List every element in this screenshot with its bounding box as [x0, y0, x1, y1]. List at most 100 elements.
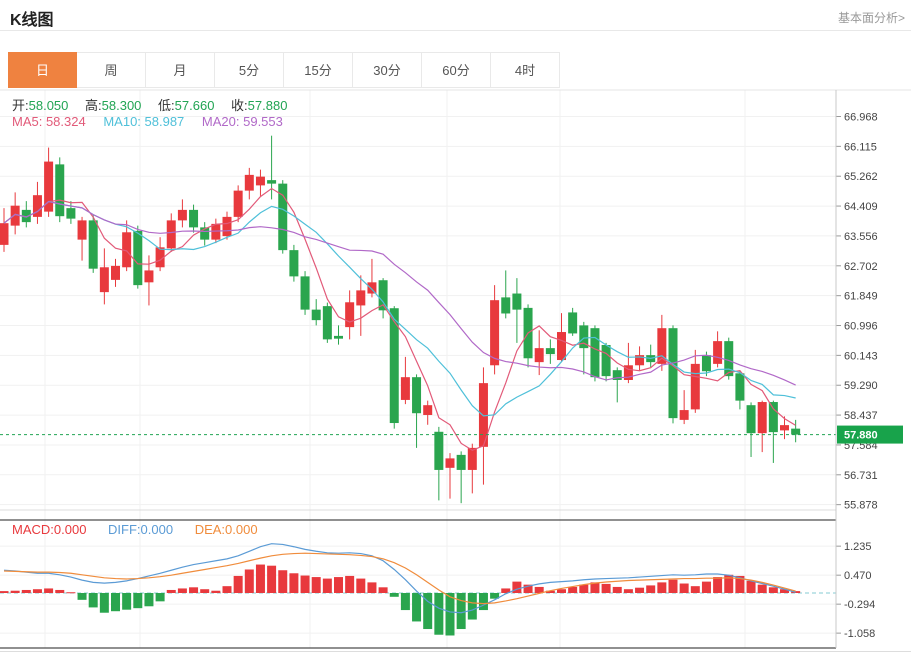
macd-bar [612, 586, 622, 593]
candle [77, 220, 87, 240]
candle [400, 377, 410, 400]
macd-bar [568, 586, 578, 593]
candle [244, 174, 254, 191]
ma10-value: MA10: 58.987 [103, 114, 185, 129]
price-tick-label: 61.849 [844, 291, 878, 303]
candle [166, 220, 176, 249]
macd-bar [77, 593, 87, 600]
macd-bar [99, 593, 109, 613]
macd-bar [211, 590, 221, 593]
macd-bar [657, 582, 667, 593]
current-price-badge [837, 425, 903, 444]
candle [545, 348, 555, 355]
candle [44, 161, 54, 212]
candle [334, 335, 343, 339]
macd-tick-label: 1.235 [844, 541, 872, 553]
macd-bar [646, 585, 656, 593]
candle [378, 280, 388, 311]
price-tick-label: 64.409 [844, 201, 878, 213]
candle [122, 232, 132, 268]
macd-bar [768, 587, 778, 593]
macd-bar [356, 578, 366, 593]
macd-tick-label: -0.294 [844, 599, 875, 611]
macd-bar [177, 588, 187, 593]
macd-bar [467, 593, 477, 620]
current-price-badge-text: 57.880 [844, 430, 878, 442]
macd-bar [512, 581, 522, 593]
candle [467, 447, 477, 470]
price-tick-label: 65.262 [844, 171, 878, 183]
macd-bar [32, 589, 42, 593]
candle [177, 209, 187, 221]
candle [200, 227, 210, 240]
macd-bar [0, 591, 9, 593]
macd-bar [635, 587, 645, 593]
candle [155, 247, 165, 268]
price-tick-label: 63.556 [844, 231, 878, 243]
macd-bar [389, 593, 399, 597]
macd-bar [579, 584, 589, 593]
tab-4hour[interactable]: 4时 [491, 52, 560, 88]
macd-bar [412, 593, 422, 622]
low-label: 低: [158, 98, 175, 113]
candle [668, 328, 678, 419]
macd-bar [701, 581, 711, 593]
candle [701, 355, 711, 372]
price-tick-label: 58.437 [844, 410, 878, 422]
macd-bar [300, 575, 310, 593]
macd-bar [735, 575, 745, 593]
tab-month[interactable]: 月 [146, 52, 215, 88]
candle [10, 205, 20, 226]
macd-bar [133, 593, 143, 609]
ma20-value: MA20: 59.553 [201, 114, 283, 129]
macd-bar [155, 593, 165, 602]
macd-bar [478, 593, 488, 611]
price-tick-label: 55.878 [844, 500, 878, 512]
candle [735, 373, 745, 401]
candle [278, 183, 288, 251]
candle [713, 341, 723, 364]
candle [356, 290, 366, 306]
macd-bar [189, 587, 199, 593]
macd-bar [724, 574, 734, 593]
candle [512, 293, 522, 310]
candle [233, 190, 243, 217]
macd-bar [122, 593, 132, 610]
macd-bar [88, 593, 98, 608]
macd-bar [679, 583, 689, 593]
candle [757, 402, 767, 434]
tab-week[interactable]: 周 [77, 52, 146, 88]
macd-bar [523, 584, 533, 593]
candle [99, 267, 109, 293]
macd-bar [534, 586, 544, 593]
diff-value: DIFF:0.000 [108, 522, 174, 537]
price-tick-label: 59.290 [844, 380, 878, 392]
macd-bar [423, 593, 433, 630]
close-label: 收: [231, 98, 248, 113]
macd-bar [267, 565, 277, 593]
candle [679, 410, 689, 420]
tab-30min[interactable]: 30分 [353, 52, 422, 88]
tab-15min[interactable]: 15分 [284, 52, 353, 88]
fundamental-analysis-link[interactable]: 基本面分析> [837, 11, 905, 25]
candle [367, 282, 377, 294]
candle [557, 332, 566, 361]
tab-5min[interactable]: 5分 [215, 52, 284, 88]
tab-day[interactable]: 日 [8, 52, 77, 88]
macd-bar [345, 575, 355, 593]
candle [55, 164, 65, 217]
tab-60min[interactable]: 60分 [422, 52, 491, 88]
macd-bar [311, 577, 321, 593]
candle [111, 265, 120, 280]
candle [0, 223, 9, 245]
candle [490, 300, 500, 366]
candle [768, 402, 778, 433]
macd-bar [445, 593, 455, 636]
candle [501, 297, 511, 314]
candle [267, 180, 277, 184]
macd-bar [244, 569, 254, 593]
high-label: 高: [85, 98, 102, 113]
candle [478, 383, 488, 447]
candle [423, 405, 433, 415]
